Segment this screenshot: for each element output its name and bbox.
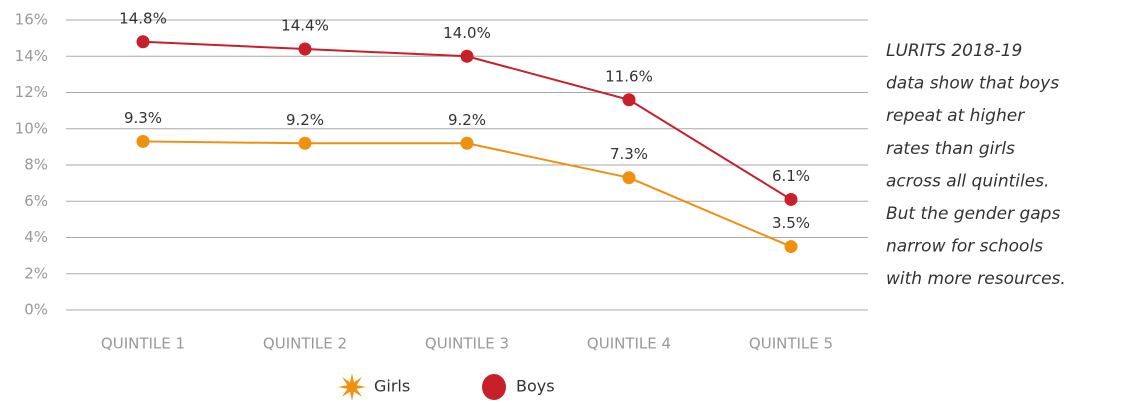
y-tick-label: 12% [15,83,48,101]
data-point [460,136,474,150]
annotation: rates than girls [886,139,1015,159]
data-label: 7.3% [610,145,648,163]
annotation: But the gender gaps [886,204,1060,224]
data-point [622,93,636,107]
data-label: 9.2% [286,111,324,129]
data-label: 14.8% [119,9,167,27]
annotation: LURITS 2018-19 [886,41,1022,61]
annotation: across all quintiles. [886,171,1049,191]
annotation: with more resources. [886,269,1066,289]
data-point [136,35,150,49]
data-point [784,192,798,206]
annotation: repeat at higher [886,106,1025,126]
y-tick-label: 10% [15,119,48,137]
y-tick-label: 0% [24,301,48,319]
data-point [460,49,474,63]
x-tick-label: QUINTILE 5 [749,335,833,353]
annotation: narrow for schools [886,237,1043,257]
data-point [298,136,312,150]
y-tick-label: 4% [24,228,48,246]
legend-icon [482,374,506,400]
data-label: 9.3% [124,109,162,127]
y-tick-label: 8% [24,156,48,174]
data-point [622,171,636,185]
annotation: data show that boys [886,74,1059,94]
y-tick-label: 16% [15,11,48,29]
y-tick-label: 14% [15,47,48,65]
x-tick-label: QUINTILE 4 [587,335,671,353]
data-label: 6.1% [772,167,810,185]
data-label: 11.6% [605,67,653,85]
legend-label: Girls [374,377,410,396]
legend-icon [338,373,366,401]
data-label: 14.0% [443,24,491,42]
data-point [136,134,150,148]
series-line [142,140,792,248]
x-tick-label: QUINTILE 3 [425,335,509,353]
data-point [784,240,798,254]
data-label: 14.4% [281,17,329,35]
data-point [298,42,312,56]
data-label: 9.2% [448,111,486,129]
x-tick-label: QUINTILE 2 [263,335,347,353]
y-tick-label: 2% [24,264,48,282]
y-tick-label: 6% [24,192,48,210]
x-tick-label: QUINTILE 1 [101,335,185,353]
data-label: 3.5% [772,214,810,232]
legend-label: Boys [516,377,555,396]
